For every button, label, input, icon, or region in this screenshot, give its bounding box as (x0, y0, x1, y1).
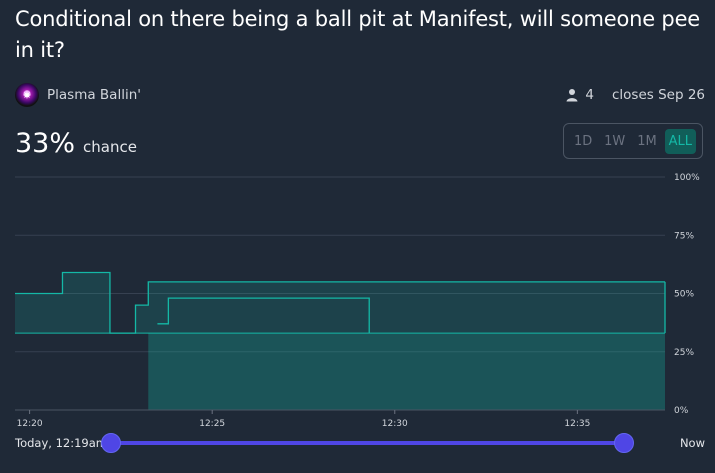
close-date: closes Sep 26 (611, 87, 705, 103)
range-all-button[interactable]: ALL (664, 128, 697, 154)
x-axis: 12:20 12:25 12:30 12:35 (15, 409, 665, 429)
range-1d-button[interactable]: 1D (573, 133, 593, 149)
time-range-selector: 1D 1W 1M ALL (563, 123, 703, 159)
trader-count: 4 (585, 87, 594, 103)
market-meta: 4 closes Sep 26 (565, 87, 705, 103)
probability-value: 33% (15, 128, 76, 159)
time-slider: Today, 12:19am Now (15, 432, 707, 454)
probability: 33% chance (15, 128, 137, 159)
author[interactable]: ✷ Plasma Ballin' (15, 83, 141, 107)
slider-start-handle[interactable] (101, 433, 121, 453)
y-tick-label: 100% (674, 173, 700, 183)
x-tick-label: 12:20 (17, 419, 43, 429)
series-layer (15, 271, 666, 410)
x-tick-label: 12:35 (564, 419, 590, 429)
x-tick-label: 12:25 (199, 419, 225, 429)
range-1w-button[interactable]: 1W (604, 133, 626, 149)
series-line-secondary (157, 297, 370, 334)
series-area-lower (148, 333, 666, 410)
user-icon (566, 89, 578, 102)
slider-track[interactable] (111, 441, 624, 445)
series-area (15, 272, 665, 334)
market-title: Conditional on there being a ball pit at… (15, 7, 701, 62)
author-name[interactable]: Plasma Ballin' (47, 87, 141, 103)
range-1m-button[interactable]: 1M (637, 133, 657, 149)
y-tick-label: 75% (674, 231, 694, 241)
probability-chart[interactable]: 100% 75% 50% 25% 0% 12:20 12:25 12:30 12:35 (0, 165, 715, 430)
slider-end-label: Now (679, 436, 705, 450)
y-tick-label: 0% (674, 406, 689, 416)
x-tick-label: 12:30 (382, 419, 408, 429)
slider-end-handle[interactable] (614, 433, 634, 453)
y-tick-label: 25% (674, 348, 694, 358)
probability-label: chance (83, 138, 137, 156)
y-tick-label: 50% (674, 290, 694, 300)
y-axis: 100% 75% 50% 25% 0% (674, 173, 700, 416)
slider-start-label: Today, 12:19am (15, 436, 107, 450)
avatar-icon: ✷ (15, 83, 39, 107)
